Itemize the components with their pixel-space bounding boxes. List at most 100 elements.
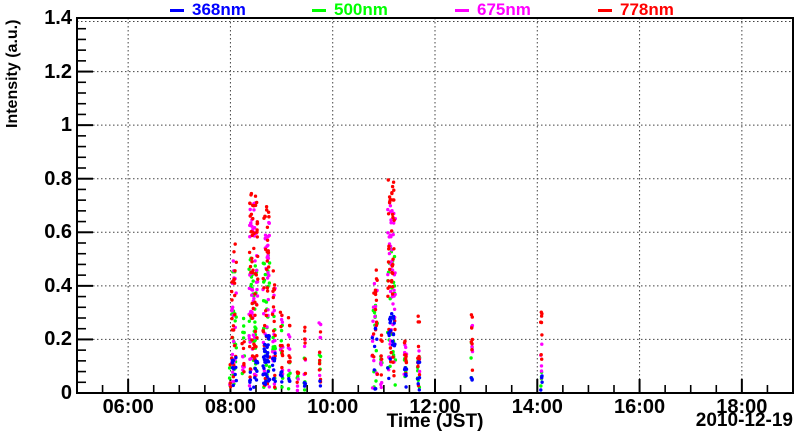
data-point-778nm [540,312,544,316]
data-point-778nm [280,349,284,353]
data-point-368nm [270,363,275,367]
data-point-675nm [387,251,392,256]
data-point-778nm [388,267,392,272]
data-point-675nm [373,314,377,319]
x-tick-label: 16:00 [613,396,666,418]
data-point-675nm [247,334,251,338]
data-point-778nm [271,269,275,273]
data-point-778nm [266,210,271,214]
data-point-778nm [254,273,258,277]
legend-line-swatch-778nm [598,8,612,12]
data-point-675nm [372,358,376,363]
data-point-778nm [279,324,283,329]
data-point-778nm [295,380,299,384]
data-point-778nm [404,357,408,361]
data-point-675nm [392,221,396,225]
data-point-500nm [254,326,258,331]
data-point-778nm [303,371,308,376]
data-point-778nm [303,341,307,345]
data-point-368nm [372,344,377,349]
data-point-778nm [374,323,379,327]
data-point-778nm [250,260,254,264]
data-point-778nm [288,360,292,364]
data-point-368nm [234,355,238,360]
data-point-778nm [252,246,256,251]
data-point-778nm [255,336,259,340]
data-point-675nm [249,221,253,226]
data-point-368nm [248,370,252,374]
data-point-675nm [417,349,421,353]
data-point-778nm [374,268,378,272]
data-point-500nm [253,320,257,324]
data-point-500nm [247,319,251,323]
data-point-368nm [272,368,276,372]
data-point-778nm [379,338,383,342]
date-label: 2010-12-19 [695,410,793,431]
data-point-675nm [267,273,271,278]
data-point-368nm [262,357,267,362]
data-point-778nm [250,338,254,342]
data-point-368nm [248,380,252,384]
data-point-500nm [267,261,272,265]
data-point-778nm [287,323,292,328]
data-point-675nm [254,268,259,273]
data-point-675nm [286,333,291,337]
data-point-368nm [231,383,235,388]
data-point-675nm [231,379,236,384]
data-point-778nm [372,355,376,359]
legend-entry-368nm: 368nm [170,0,246,20]
data-point-778nm [273,333,277,338]
data-point-675nm [241,354,245,359]
data-point-675nm [388,289,393,294]
x-tick-label: 08:00 [204,396,256,418]
data-point-675nm [379,382,383,387]
data-point-778nm [386,212,391,216]
data-point-368nm [267,377,272,382]
y-tick-label: 0.2 [44,328,72,351]
y-tick-label: 1.4 [44,7,72,29]
data-point-778nm [271,305,276,309]
data-point-778nm [470,342,474,346]
data-point-778nm [240,341,244,346]
data-point-675nm [266,253,270,258]
data-point-368nm [302,384,307,388]
data-point-778nm [388,199,392,204]
data-point-368nm [416,360,420,364]
data-point-675nm [250,224,254,228]
data-point-778nm [231,324,236,328]
data-point-368nm [415,377,420,381]
data-point-368nm [272,376,276,381]
data-point-368nm [254,378,259,382]
data-point-675nm [318,373,322,378]
data-point-778nm [470,326,474,330]
data-point-778nm [416,314,420,318]
data-point-778nm [267,215,271,219]
data-point-778nm [233,293,237,298]
data-point-778nm [389,360,393,364]
data-point-778nm [374,298,379,302]
data-point-778nm [386,260,391,264]
data-point-500nm [469,356,473,360]
data-point-368nm [252,385,256,389]
x-axis-title: Time (JST) [386,411,484,432]
legend-line-swatch-368nm [170,8,184,12]
data-point-778nm [249,191,254,196]
data-point-368nm [255,369,259,373]
data-point-778nm [252,355,257,359]
data-point-778nm [261,276,265,281]
data-point-675nm [391,302,395,306]
data-point-778nm [374,277,379,281]
data-point-675nm [372,281,377,286]
data-point-778nm [252,231,256,235]
data-point-778nm [230,335,234,340]
data-point-500nm [253,264,257,268]
data-point-778nm [230,328,234,332]
data-point-675nm [318,335,322,340]
data-point-778nm [380,357,384,361]
data-point-778nm [234,260,238,264]
data-point-778nm [379,333,384,337]
data-point-500nm [286,373,291,377]
data-point-778nm [273,373,277,378]
data-point-675nm [231,259,235,263]
data-point-368nm [387,333,391,338]
